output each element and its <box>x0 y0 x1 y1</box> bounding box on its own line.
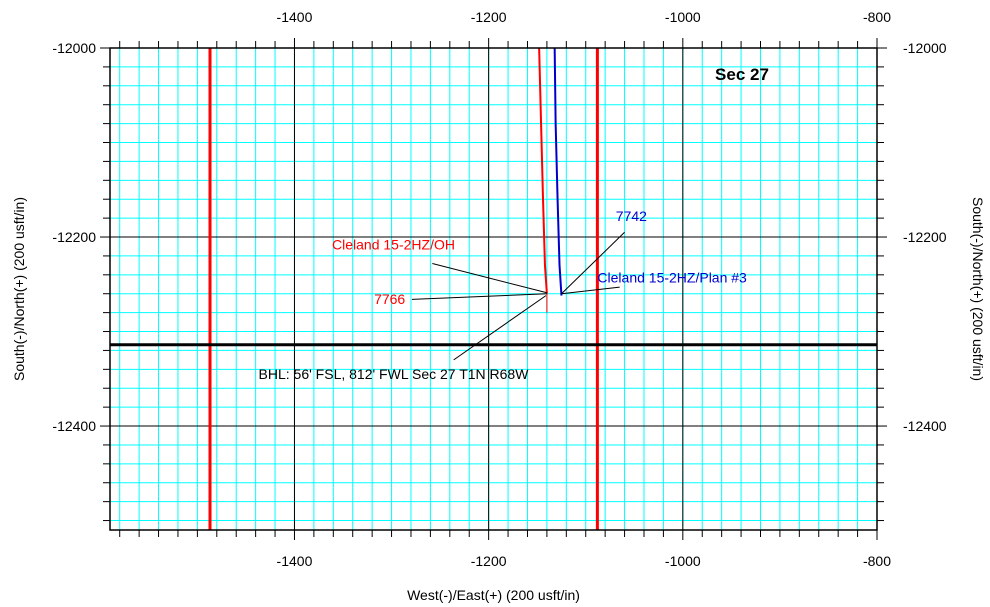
annotation-leader-0 <box>432 262 548 294</box>
major-grid <box>110 47 878 530</box>
annotation-label-0: Cleland 15-2HZ/OH <box>332 236 455 252</box>
annotation-leader-1 <box>411 293 547 300</box>
annotation-leader-4 <box>453 295 547 361</box>
x-tick-label-bottom: -800 <box>863 553 891 569</box>
x-tick-label-top: -800 <box>863 9 891 25</box>
x-tick-label-top: -1400 <box>277 9 313 25</box>
series-line-1 <box>553 47 563 296</box>
y-tick-label-right: -12400 <box>903 418 947 434</box>
tick-marks <box>100 38 887 540</box>
annotations: Cleland 15-2HZ/OH 7766 7742 Cleland 15-2HZ/… <box>259 208 748 382</box>
x-tick-label-top: -1200 <box>471 9 507 25</box>
series-line-0 <box>538 47 548 294</box>
x-tick-label-bottom: -1000 <box>665 553 701 569</box>
x-tick-label-bottom: -1200 <box>471 553 507 569</box>
y-tick-label-left: -12200 <box>52 229 96 245</box>
plot-frame <box>109 47 878 531</box>
annotation-label-3: Cleland 15-2HZ/Plan #3 <box>597 269 747 285</box>
minor-grid <box>110 47 878 530</box>
section-lines <box>110 48 877 530</box>
annotation-label-1: 7766 <box>374 291 405 307</box>
series-layer <box>538 47 563 313</box>
x-axis-title: West(-)/East(+) (200 usft/in) <box>407 587 580 603</box>
y-tick-label-left: -12000 <box>52 40 96 56</box>
annotation-leader-2 <box>561 231 625 295</box>
section-label: Sec 27 <box>715 65 769 84</box>
y-axis-title-left: South(-)/North(+) (200 usft/in) <box>11 197 27 381</box>
tick-labels: -1400 -1400 -1200 -1200 -1000 -1000 -800 -800 -1… <box>52 9 946 569</box>
annotation-label-4: BHL: 56' FSL, 812' FWL Sec 27 T1N R68W <box>259 366 530 382</box>
y-tick-label-left: -12400 <box>52 418 96 434</box>
y-tick-label-right: -12200 <box>903 229 947 245</box>
y-tick-label-right: -12000 <box>903 40 947 56</box>
annotation-label-2: 7742 <box>616 208 647 224</box>
annotation-leader-3 <box>561 286 620 295</box>
x-tick-label-top: -1000 <box>665 9 701 25</box>
y-axis-title-right: South(-)/North(+) (200 usft/in) <box>970 197 986 381</box>
x-tick-label-bottom: -1400 <box>277 553 313 569</box>
